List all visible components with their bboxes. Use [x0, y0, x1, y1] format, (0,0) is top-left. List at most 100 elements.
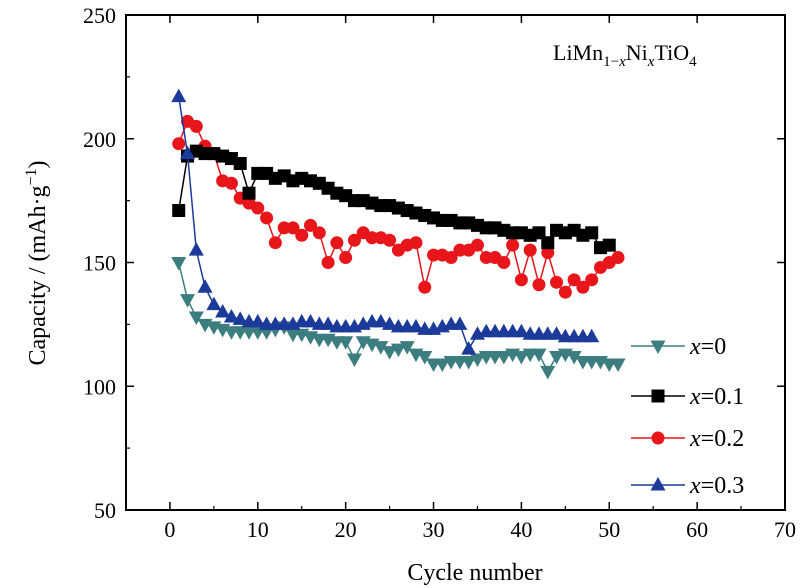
data-point — [408, 318, 424, 333]
chart-title: LiMn1−xNixTiO4 — [553, 40, 697, 70]
legend-label: x=0 — [689, 334, 726, 360]
data-point — [339, 251, 353, 265]
data-point — [295, 228, 309, 242]
data-point — [304, 218, 318, 232]
legend-label: x=0.1 — [689, 384, 744, 410]
data-point — [566, 351, 582, 365]
data-point — [346, 353, 362, 368]
data-point — [180, 145, 196, 160]
x-tick-label: 50 — [598, 517, 620, 542]
data-point — [584, 328, 600, 343]
series-group — [171, 88, 626, 380]
data-point — [373, 313, 389, 328]
data-point — [409, 236, 423, 250]
data-point — [206, 296, 222, 311]
x-tick-label: 0 — [164, 517, 175, 542]
legend-label: x=0.3 — [689, 473, 744, 499]
data-point — [531, 348, 547, 363]
data-point — [461, 356, 477, 370]
data-point — [373, 341, 389, 355]
legend-label: x=0.2 — [689, 426, 744, 452]
y-tick-label: 100 — [83, 374, 116, 399]
y-tick-label: 200 — [83, 127, 116, 152]
axes: 0 10 20 30 40 50 60 70 50 100 150 200 250 — [83, 3, 796, 542]
y-axis-title: Capacity / (mAh·g−1) — [23, 161, 51, 366]
data-point — [567, 273, 581, 287]
x-tick-label: 60 — [686, 517, 708, 542]
data-point — [470, 238, 484, 252]
x-tick-label: 30 — [423, 517, 445, 542]
legend-marker — [651, 431, 665, 445]
data-point — [540, 365, 556, 380]
legend-marker — [651, 389, 665, 403]
data-point — [576, 280, 590, 294]
data-point — [602, 238, 616, 252]
data-point — [549, 351, 565, 365]
data-point — [382, 346, 398, 360]
data-point — [611, 251, 625, 265]
y-tick-label: 250 — [83, 3, 116, 28]
x-tick-label: 10 — [247, 517, 269, 542]
data-point — [585, 273, 599, 287]
data-point — [383, 233, 397, 247]
data-point — [523, 243, 537, 257]
data-point — [513, 323, 529, 338]
series-line — [177, 96, 592, 351]
data-point — [610, 358, 626, 372]
data-point — [268, 236, 282, 250]
legend-item: x=0 — [631, 334, 726, 360]
x-tick-label: 70 — [774, 517, 796, 542]
legend: x=0 x=0.1 x=0.2 x=0.3 — [631, 334, 744, 499]
data-point — [242, 186, 256, 200]
data-point — [180, 294, 196, 308]
data-point — [330, 236, 344, 250]
data-point — [171, 88, 187, 103]
data-point — [188, 242, 204, 256]
y-tick-label: 150 — [83, 251, 116, 276]
x-axis-title: Cycle number — [407, 560, 542, 586]
data-point — [188, 311, 204, 325]
plot-frame — [125, 14, 786, 511]
data-point — [232, 311, 248, 325]
data-point — [418, 280, 432, 294]
data-point — [434, 358, 450, 372]
legend-item: x=0.1 — [631, 384, 744, 410]
data-point — [496, 351, 512, 365]
data-point — [303, 313, 319, 328]
x-tick-label: 40 — [510, 517, 532, 542]
data-point — [251, 201, 265, 215]
data-point — [550, 275, 564, 289]
data-point — [506, 238, 520, 252]
data-point — [541, 246, 555, 260]
data-point — [513, 351, 529, 365]
data-point — [558, 285, 572, 299]
data-point — [469, 353, 485, 368]
data-point — [223, 308, 239, 323]
data-point — [215, 304, 231, 318]
data-point — [260, 211, 274, 225]
data-point — [338, 336, 354, 350]
data-point — [312, 226, 326, 240]
data-point — [532, 226, 546, 240]
data-point — [549, 326, 565, 340]
data-point — [171, 257, 187, 271]
data-point — [514, 273, 528, 287]
legend-item: x=0.2 — [631, 426, 744, 452]
y-tick-label: 50 — [94, 498, 116, 523]
data-point — [452, 316, 468, 330]
data-point — [347, 233, 361, 247]
data-point — [461, 341, 477, 355]
data-point — [189, 119, 203, 133]
data-point — [382, 316, 398, 330]
data-point — [585, 226, 599, 240]
data-point — [172, 204, 186, 218]
data-point — [250, 313, 266, 328]
series-x-0-3 — [171, 88, 600, 355]
series-x-0-2 — [172, 114, 625, 299]
data-point — [321, 256, 335, 269]
data-point — [172, 137, 186, 151]
data-point — [224, 176, 238, 190]
data-point — [399, 341, 415, 355]
legend-marker — [650, 340, 666, 354]
